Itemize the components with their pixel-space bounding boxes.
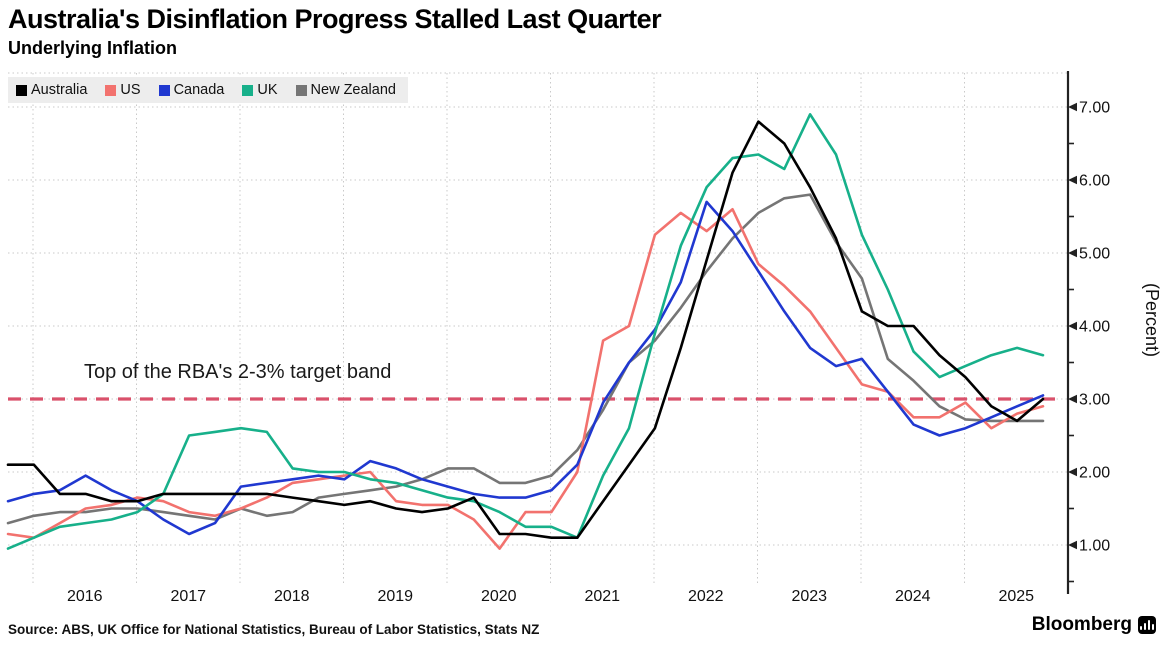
series-line-australia bbox=[6, 120, 1045, 540]
legend-swatch bbox=[105, 84, 117, 96]
legend-item-canada[interactable]: Canada bbox=[158, 82, 225, 98]
y-axis-tick-label: 2.00 bbox=[1079, 465, 1110, 482]
legend-item-new-zealand[interactable]: New Zealand bbox=[295, 82, 396, 98]
y-axis-tick-label: 4.00 bbox=[1079, 319, 1110, 336]
page-subtitle: Underlying Inflation bbox=[8, 38, 177, 58]
series-lines bbox=[6, 113, 1045, 550]
page-title: Australia's Disinflation Progress Stalle… bbox=[8, 4, 662, 34]
y-axis-tick-arrow bbox=[1068, 394, 1077, 404]
legend-swatch bbox=[295, 84, 307, 96]
legend-swatch bbox=[242, 84, 254, 96]
series-line-uk bbox=[6, 113, 1045, 550]
source-note: Source: ABS, UK Office for National Stat… bbox=[8, 622, 540, 637]
x-axis-tick-label: 2016 bbox=[67, 588, 103, 605]
legend-swatch bbox=[16, 84, 27, 96]
legend-item-australia[interactable]: Australia bbox=[16, 82, 87, 98]
y-axis-tick-label: 7.00 bbox=[1079, 100, 1110, 117]
legend-label: UK bbox=[257, 82, 278, 98]
series-line-new-zealand bbox=[6, 193, 1045, 525]
legend-label: New Zealand bbox=[310, 82, 396, 98]
y-axis-tick-label: 3.00 bbox=[1079, 392, 1110, 409]
y-axis: 7.00 6.00 5.00 4.00 3.00 2.00 1.00 (Percent) bbox=[1066, 71, 1162, 594]
x-axis-tick-label: 2021 bbox=[584, 588, 620, 605]
y-axis-tick-arrow bbox=[1068, 248, 1077, 258]
x-axis-tick-label: 2019 bbox=[377, 588, 413, 605]
series-line-canada bbox=[6, 200, 1045, 536]
y-axis-tick-label: 5.00 bbox=[1079, 246, 1110, 263]
x-axis-tick-label: 2020 bbox=[481, 588, 517, 605]
x-axis-tick-label: 2022 bbox=[688, 588, 724, 605]
chart-legend: Australia US Canada UK New Zealand bbox=[8, 77, 408, 103]
y-axis-tick-label: 6.00 bbox=[1079, 173, 1110, 190]
target-band-annotation: Top of the RBA's 2-3% target band bbox=[84, 361, 392, 383]
y-axis-tick-label: 1.00 bbox=[1079, 538, 1110, 555]
legend-label: Australia bbox=[31, 82, 88, 98]
y-axis-tick-arrow bbox=[1068, 321, 1077, 331]
legend-swatch bbox=[158, 84, 170, 96]
x-axis-tick-label: 2017 bbox=[170, 588, 206, 605]
x-axis-tick-label: 2018 bbox=[274, 588, 310, 605]
x-axis-tick-label: 2024 bbox=[895, 588, 931, 605]
x-axis-tick-label: 2023 bbox=[791, 588, 827, 605]
y-axis-tick-arrow bbox=[1068, 102, 1077, 112]
gridlines bbox=[8, 72, 1068, 585]
x-axis-tick-label: 2025 bbox=[998, 588, 1034, 605]
bloomberg-wordmark: Bloomberg bbox=[1031, 614, 1132, 635]
x-axis: 2016 2017 2018 2019 2020 2021 2022 2023 2024 2025 bbox=[67, 588, 1034, 605]
legend-label: Canada bbox=[173, 82, 225, 98]
y-axis-tick-arrow bbox=[1068, 540, 1077, 550]
legend-item-us[interactable]: US bbox=[105, 82, 141, 98]
bloomberg-terminal-icon bbox=[1138, 616, 1156, 634]
legend-label: US bbox=[120, 82, 141, 98]
series-line-us bbox=[6, 207, 1045, 550]
y-axis-tick-arrow bbox=[1068, 175, 1077, 185]
legend-item-uk[interactable]: UK bbox=[242, 82, 278, 98]
y-axis-title: (Percent) bbox=[1142, 283, 1162, 357]
y-axis-tick-arrow bbox=[1068, 467, 1077, 477]
bloomberg-logo: Bloomberg bbox=[1032, 614, 1156, 636]
